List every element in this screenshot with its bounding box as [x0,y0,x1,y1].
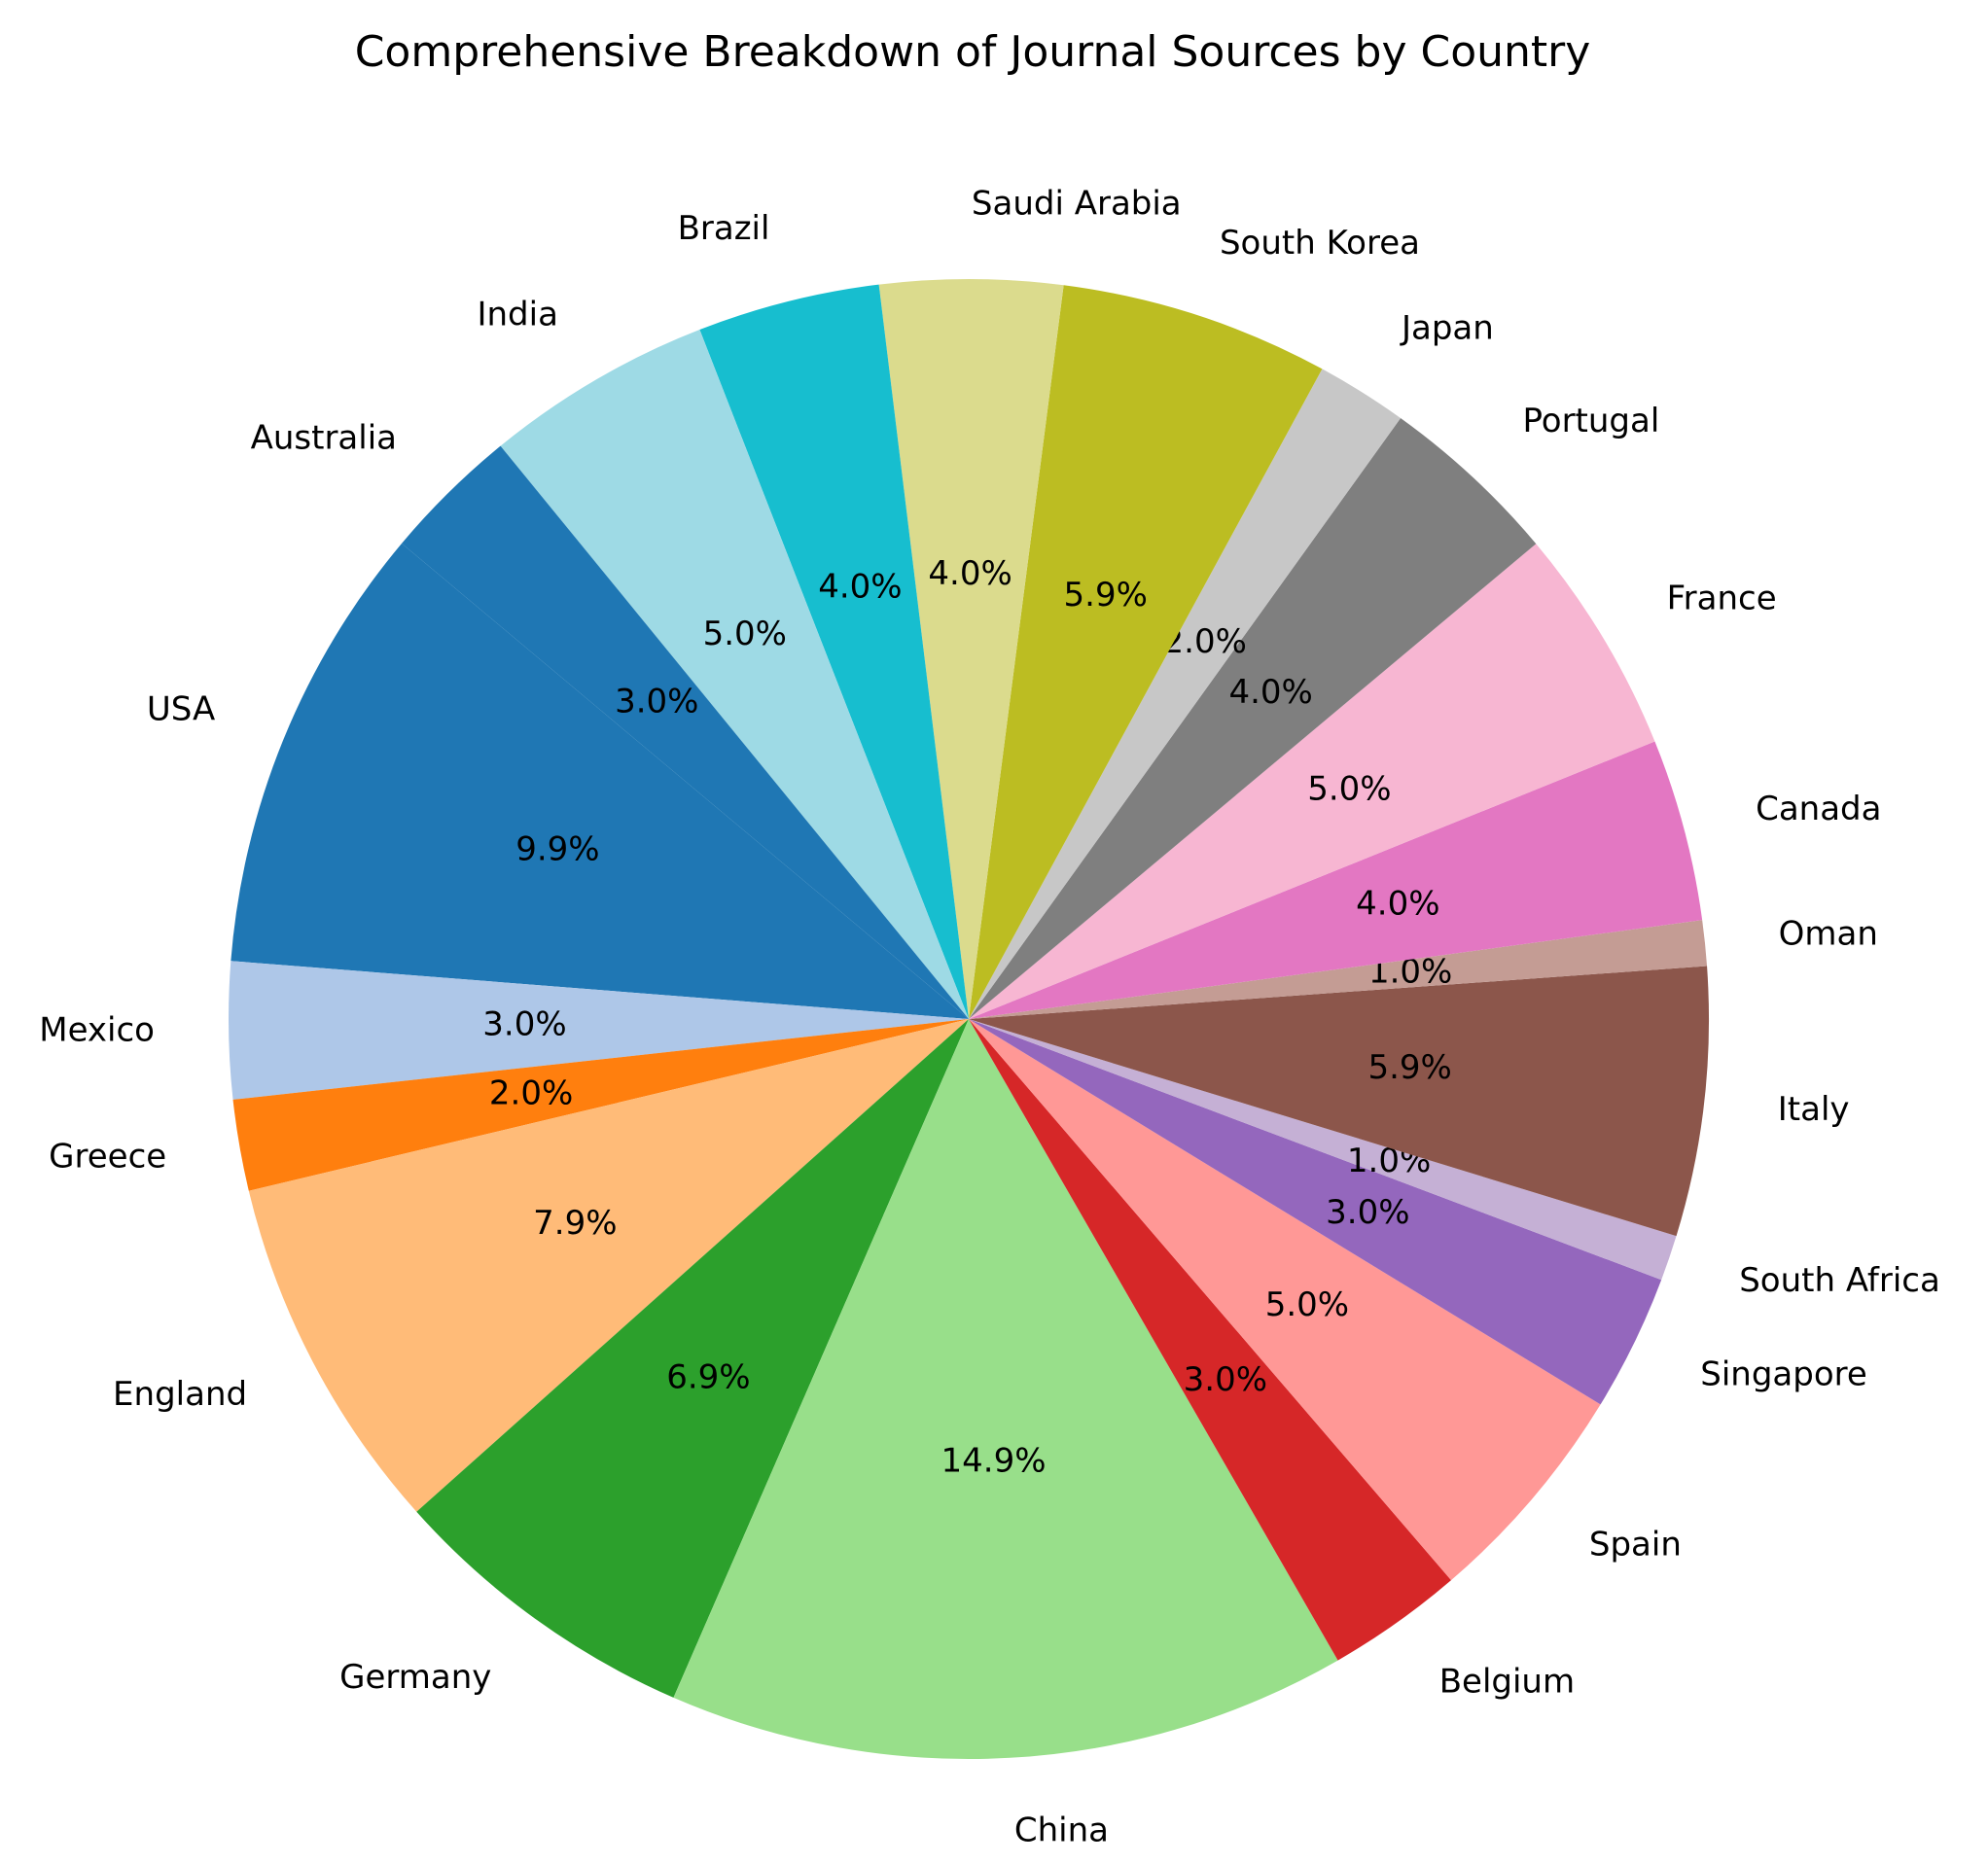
slice-label: Greece [49,1138,166,1177]
slice-value-label: 4.0% [1356,884,1439,923]
slice-label: England [113,1375,247,1414]
pie-slice [969,741,1703,1019]
pie-slice [232,1019,969,1191]
slice-value-label: 4.0% [1228,673,1312,712]
slice-value-label: 5.9% [1367,1048,1451,1087]
pie-slice [969,285,1323,1019]
slice-value-label: 14.9% [941,1441,1047,1480]
slice-label: Germany [339,1658,491,1697]
slice-label: France [1667,579,1777,617]
slice-label: Japan [1400,308,1494,347]
pie-slice [969,1019,1677,1281]
pie-slice [231,543,969,1019]
slice-label: Belgium [1439,1663,1575,1702]
slice-label: Spain [1589,1526,1682,1565]
slice-label: Singapore [1700,1355,1867,1394]
pie-slice [969,544,1655,1019]
slice-value-label: 4.0% [818,568,902,607]
pie-slice [228,961,969,1100]
pie-slice [248,1019,969,1512]
slice-value-label: 3.0% [482,1004,566,1043]
slice-value-label: 5.0% [1265,1285,1349,1324]
pie-slice [969,369,1402,1019]
pie-slice [500,330,969,1020]
pie-slice [969,417,1537,1020]
slice-label: Brazil [678,209,770,248]
slice-value-label: 5.9% [1064,576,1148,615]
slice-label: Canada [1756,790,1881,828]
slice-value-label: 5.0% [1307,769,1391,808]
slice-label: Oman [1779,915,1878,954]
slice-value-label: 9.9% [515,830,599,869]
pie-slice [969,1019,1452,1661]
slice-label: Italy [1778,1090,1850,1129]
pie-slice [416,1019,970,1698]
pie-slice [969,966,1709,1237]
slice-value-label: 4.0% [928,554,1012,593]
pie-slice [402,445,970,1019]
pie-slice [969,920,1708,1019]
slice-label: China [1014,1811,1109,1849]
slice-value-label: 5.0% [703,615,787,653]
slice-label: Saudi Arabia [972,184,1182,223]
slice-label: South Korea [1220,224,1420,263]
pie-slice [673,1019,1338,1759]
pie-slice [699,284,969,1019]
slice-label: Portugal [1522,402,1659,440]
slice-value-label: 3.0% [1184,1360,1267,1399]
slice-value-label: 3.0% [1326,1193,1409,1232]
slice-value-label: 3.0% [615,683,698,721]
slice-value-label: 2.0% [489,1074,573,1113]
slice-value-label: 7.9% [533,1204,617,1243]
slice-label: Mexico [39,1010,155,1049]
pie-slice [969,1019,1662,1405]
slice-label: Australia [251,419,397,458]
slice-label: USA [147,690,215,729]
pie-slice [878,279,1064,1019]
pie-slice [969,1019,1601,1581]
chart-title: Comprehensive Breakdown of Journal Sourc… [355,27,1591,77]
slice-value-label: 6.9% [666,1357,750,1396]
slice-label: India [477,296,557,334]
slice-label: South Africa [1739,1261,1940,1300]
